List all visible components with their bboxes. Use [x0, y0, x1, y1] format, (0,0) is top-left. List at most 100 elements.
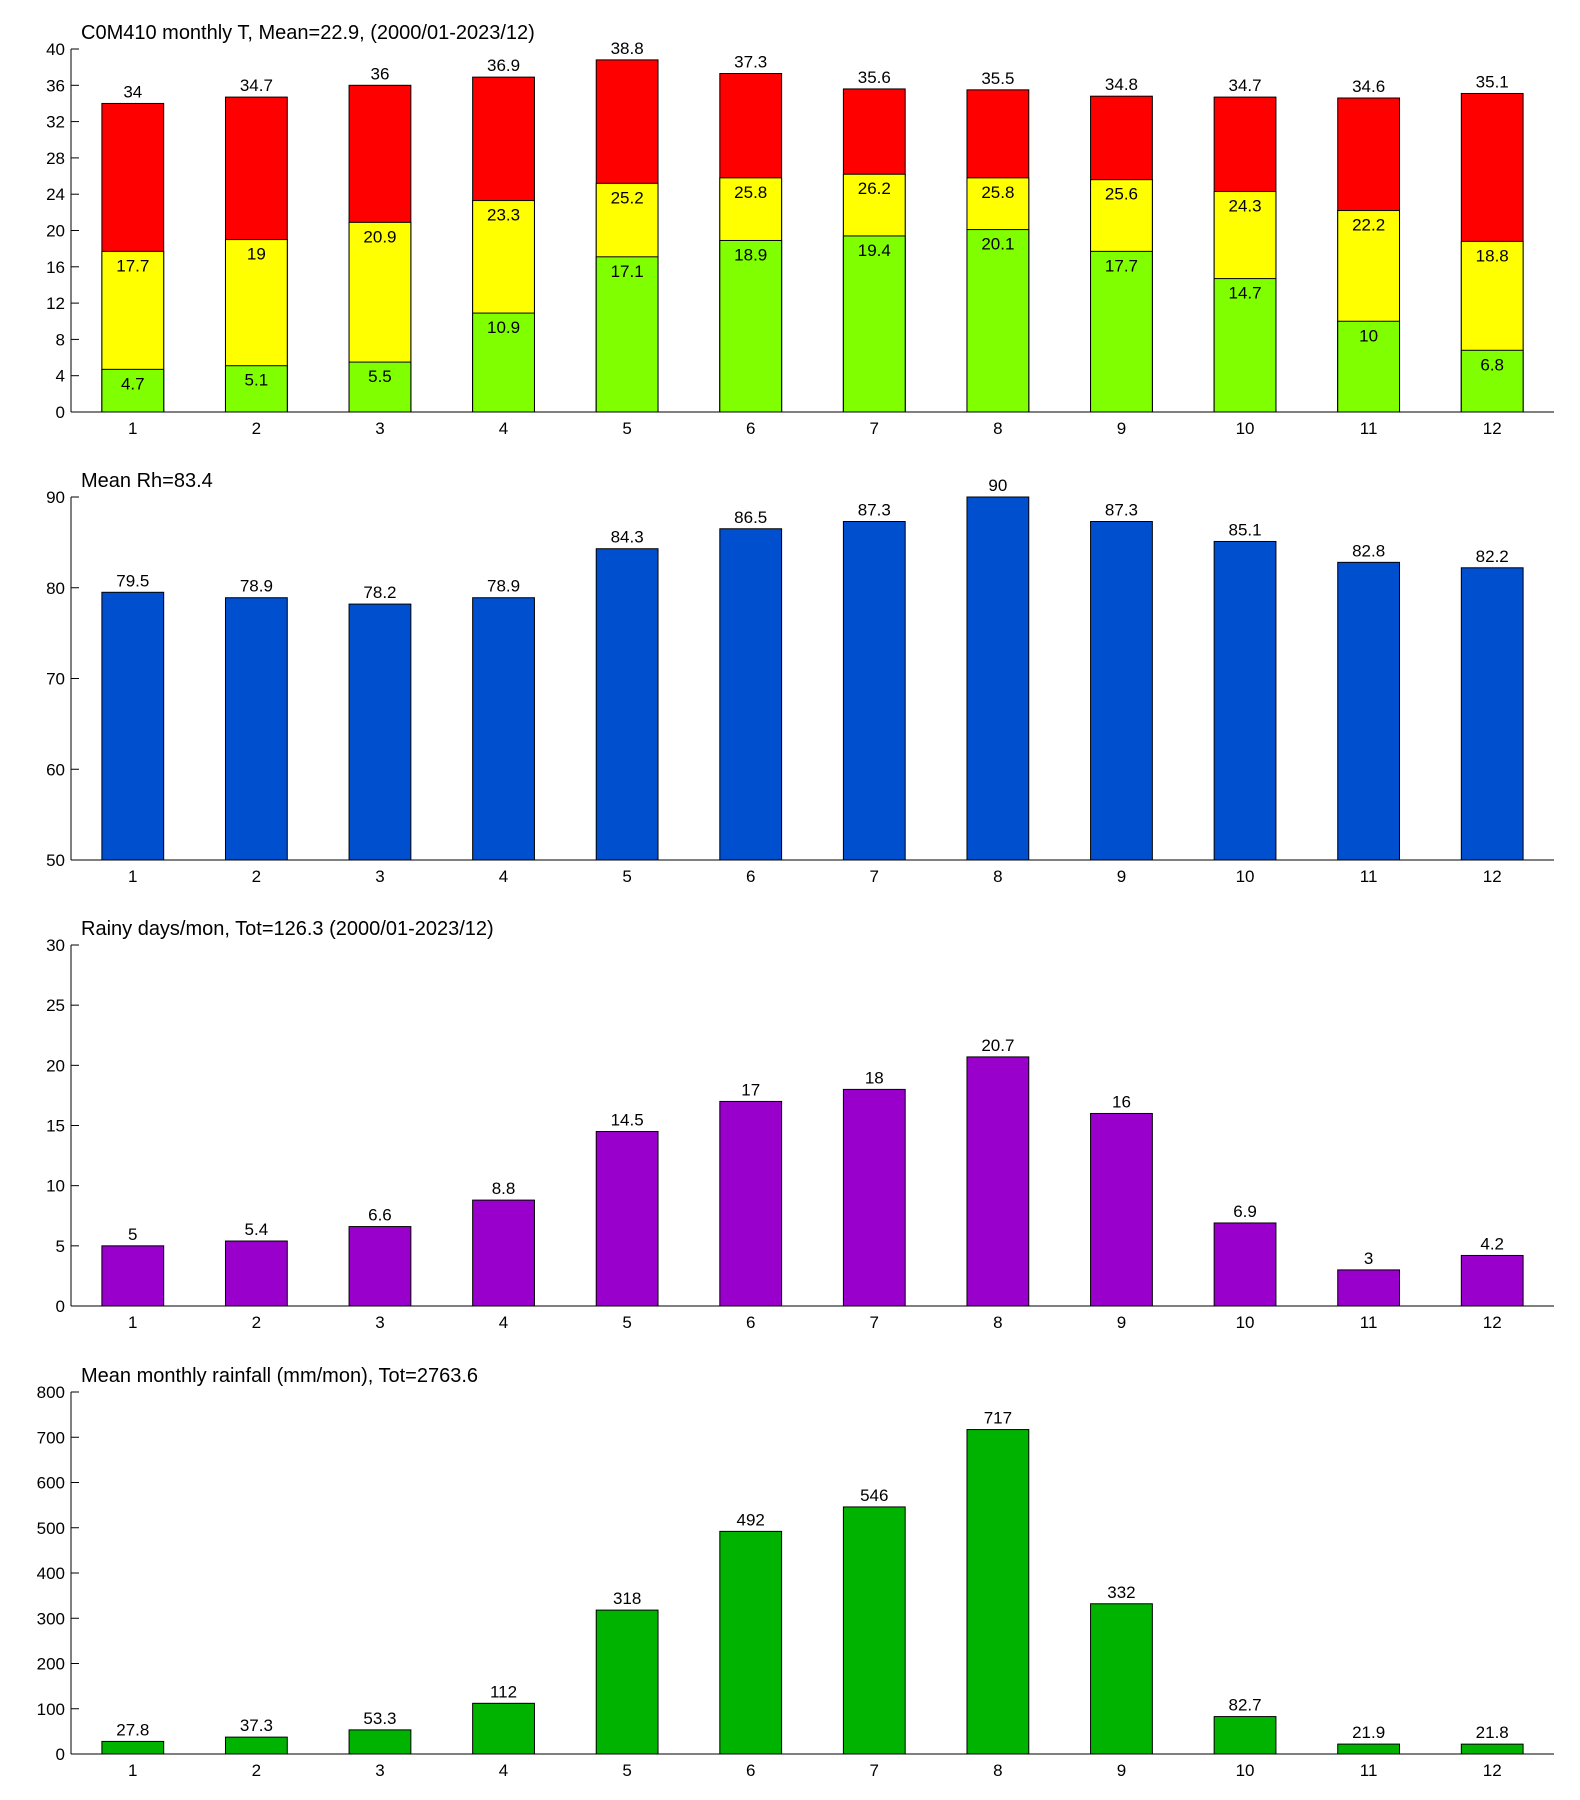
value-label: 82.2 — [1476, 547, 1509, 566]
value-label: 546 — [860, 1486, 888, 1505]
bar — [472, 597, 535, 861]
bar — [1090, 1603, 1153, 1755]
value-label: 85.1 — [1228, 520, 1261, 539]
x-tick-label: 9 — [1117, 1761, 1126, 1780]
chart-title: Rainy days/mon, Tot=126.3 (2000/01-2023/… — [81, 918, 494, 940]
value-label: 34 — [123, 82, 142, 101]
bar — [842, 1088, 906, 1307]
x-tick-label: 9 — [1117, 867, 1126, 886]
y-tick-label: 24 — [46, 185, 65, 204]
value-label: 5.5 — [368, 367, 392, 386]
y-tick-label: 8 — [56, 330, 65, 349]
bar — [1460, 1743, 1524, 1755]
value-label: 24.3 — [1228, 196, 1261, 215]
bar — [348, 603, 412, 861]
x-tick-label: 3 — [375, 1313, 384, 1332]
value-label: 38.8 — [611, 39, 644, 58]
x-tick-label: 6 — [746, 1313, 755, 1332]
value-label: 37.3 — [240, 1716, 273, 1735]
value-label: 17 — [741, 1080, 760, 1099]
x-tick-label: 2 — [252, 867, 261, 886]
value-label: 25.8 — [981, 183, 1014, 202]
value-label: 22.2 — [1352, 216, 1385, 235]
value-label: 3 — [1364, 1249, 1373, 1268]
bar — [842, 235, 906, 413]
y-tick-label: 40 — [46, 40, 65, 59]
bar — [472, 312, 535, 413]
y-tick-label: 36 — [46, 76, 65, 95]
value-label: 20.1 — [981, 235, 1014, 254]
bar — [1337, 1269, 1401, 1307]
value-label: 17.7 — [1105, 256, 1138, 275]
y-tick-label: 0 — [56, 403, 65, 422]
x-tick-label: 12 — [1483, 1313, 1502, 1332]
x-tick-label: 11 — [1360, 867, 1378, 886]
x-tick-label: 8 — [993, 867, 1002, 886]
y-tick-label: 90 — [46, 488, 65, 507]
chart-title: C0M410 monthly T, Mean=22.9, (2000/01-20… — [81, 22, 535, 44]
value-label: 25.8 — [734, 183, 767, 202]
value-label: 492 — [737, 1510, 765, 1529]
bar — [1213, 540, 1277, 861]
x-tick-label: 5 — [622, 867, 631, 886]
x-tick-label: 5 — [622, 1761, 631, 1780]
bar — [224, 597, 288, 861]
bar — [101, 591, 165, 861]
x-tick-label: 7 — [870, 1313, 879, 1332]
y-tick-label: 28 — [46, 149, 65, 168]
x-tick-label: 4 — [499, 1761, 508, 1780]
value-label: 84.3 — [611, 528, 644, 547]
x-tick-label: 8 — [993, 419, 1002, 438]
value-label: 6.6 — [368, 1206, 392, 1225]
value-label: 19.4 — [858, 241, 891, 260]
y-tick-label: 20 — [46, 1056, 65, 1075]
y-tick-label: 15 — [46, 1117, 65, 1136]
bar — [595, 256, 659, 413]
bar — [1337, 561, 1401, 861]
x-tick-label: 5 — [622, 1313, 631, 1332]
y-tick-label: 100 — [37, 1700, 65, 1719]
x-tick-label: 8 — [993, 1761, 1002, 1780]
x-tick-label: 2 — [252, 1761, 261, 1780]
value-label: 18.9 — [734, 245, 767, 264]
y-tick-label: 50 — [46, 851, 65, 870]
bar — [101, 1740, 165, 1755]
x-tick-label: 8 — [993, 1313, 1002, 1332]
y-tick-label: 200 — [37, 1655, 65, 1674]
bar — [1460, 567, 1524, 861]
value-label: 23.3 — [487, 206, 520, 225]
x-tick-label: 5 — [622, 419, 631, 438]
x-tick-label: 1 — [128, 1761, 137, 1780]
x-tick-label: 7 — [870, 1761, 879, 1780]
y-tick-label: 4 — [56, 367, 65, 386]
x-tick-label: 1 — [128, 419, 137, 438]
y-tick-label: 0 — [56, 1745, 65, 1764]
chart-title: Mean monthly rainfall (mm/mon), Tot=2763… — [81, 1365, 478, 1387]
bar — [224, 1736, 288, 1755]
x-tick-label: 3 — [375, 867, 384, 886]
value-label: 20.7 — [981, 1036, 1014, 1055]
y-tick-label: 16 — [46, 258, 65, 277]
bar — [224, 1240, 288, 1307]
bar — [1090, 521, 1153, 861]
x-tick-label: 12 — [1483, 867, 1502, 886]
value-label: 82.8 — [1352, 541, 1385, 560]
value-label: 717 — [984, 1409, 1012, 1428]
bar — [719, 1530, 783, 1755]
x-tick-label: 6 — [746, 1761, 755, 1780]
value-label: 36.9 — [487, 56, 520, 75]
chart-title: Mean Rh=83.4 — [81, 470, 213, 492]
x-tick-label: 7 — [870, 419, 879, 438]
value-label: 35.5 — [981, 69, 1014, 88]
bar — [842, 1506, 906, 1755]
value-label: 18.8 — [1476, 246, 1509, 265]
y-tick-label: 500 — [37, 1519, 65, 1538]
value-label: 10 — [1359, 326, 1378, 345]
value-label: 78.9 — [487, 577, 520, 596]
bar — [966, 229, 1030, 413]
y-tick-label: 70 — [46, 670, 65, 689]
y-tick-label: 0 — [56, 1297, 65, 1316]
value-label: 78.2 — [363, 583, 396, 602]
x-tick-label: 12 — [1483, 1761, 1502, 1780]
